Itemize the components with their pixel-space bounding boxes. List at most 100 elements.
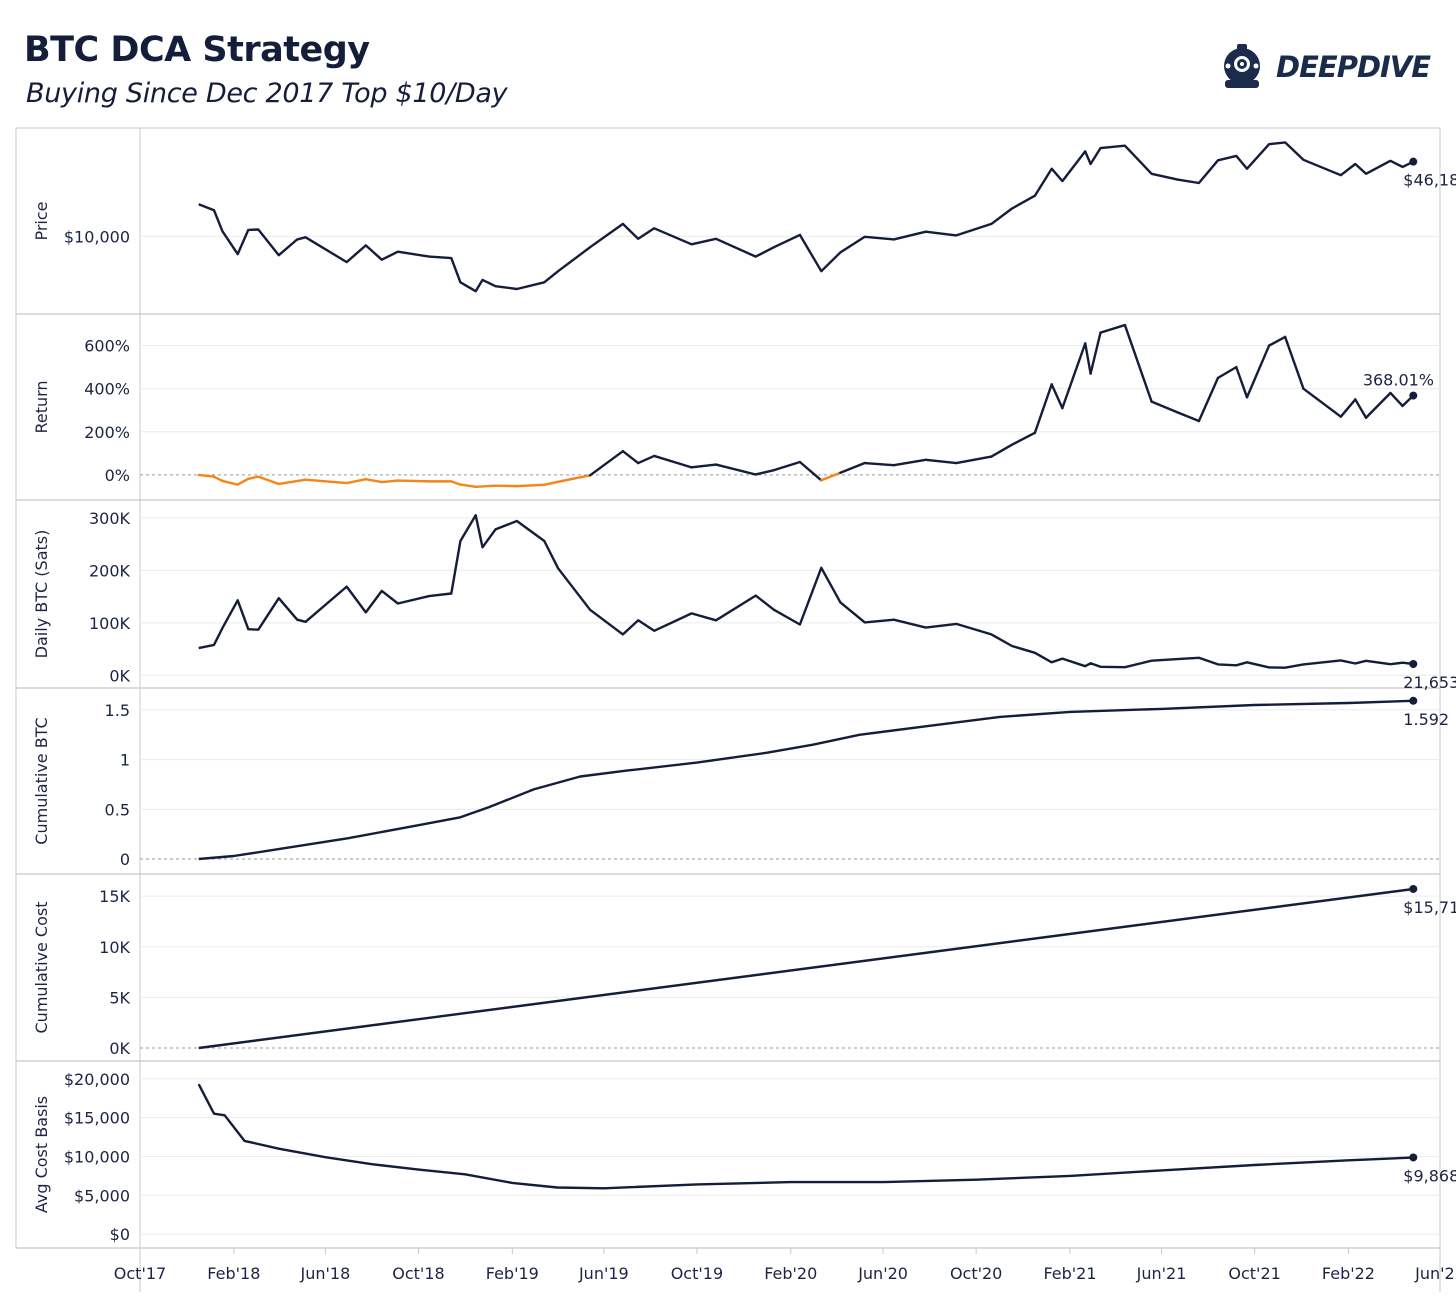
x-tick-label: Oct'19 bbox=[671, 1264, 723, 1283]
series-line-segment bbox=[257, 475, 281, 486]
series-line bbox=[198, 514, 1414, 669]
x-tick-label: Feb'19 bbox=[486, 1264, 539, 1283]
series-line-segment bbox=[247, 475, 260, 480]
x-tick-label: Jun'18 bbox=[300, 1264, 351, 1283]
series-line-segment bbox=[621, 449, 640, 465]
y-axis-title: Price bbox=[32, 201, 51, 240]
series-line-segment bbox=[1084, 342, 1092, 375]
series-line-segment bbox=[396, 479, 431, 483]
series-line-segment bbox=[1245, 344, 1271, 399]
series-line-segment bbox=[1150, 400, 1179, 414]
series-line-segment bbox=[543, 480, 560, 487]
series-line-segment bbox=[1089, 331, 1102, 375]
series-line-segment bbox=[197, 473, 216, 478]
y-tick-label: 400% bbox=[84, 380, 130, 399]
series-line-segment bbox=[1235, 365, 1249, 399]
y-tick-label: $10,000 bbox=[64, 227, 130, 246]
chart-header: BTC DCA Strategy Buying Since Dec 2017 T… bbox=[0, 0, 1456, 128]
series-line-segment bbox=[236, 477, 250, 486]
series-line-segment bbox=[556, 474, 592, 484]
series-line-segment bbox=[515, 483, 546, 488]
end-value-label: $15,710 bbox=[1403, 898, 1456, 917]
series-line-segment bbox=[955, 455, 993, 465]
x-tick-label: Oct'18 bbox=[392, 1264, 444, 1283]
y-tick-label: $5,000 bbox=[74, 1186, 130, 1205]
end-value-label: 21,653 bbox=[1403, 673, 1456, 692]
y-axis-title: Cumulative Cost bbox=[32, 902, 51, 1034]
x-tick-label: Oct'20 bbox=[950, 1264, 1002, 1283]
y-tick-label: 5K bbox=[109, 988, 130, 1007]
y-tick-label: 10K bbox=[99, 938, 130, 957]
series-line bbox=[197, 1083, 1414, 1190]
series-line-segment bbox=[459, 483, 477, 488]
x-tick-label: Feb'20 bbox=[764, 1264, 817, 1283]
x-tick-label: Oct'17 bbox=[114, 1264, 166, 1283]
series-line-segment bbox=[1302, 387, 1343, 418]
y-tick-label: 0K bbox=[109, 666, 130, 685]
series-line-segment bbox=[863, 461, 895, 467]
series-line-segment bbox=[1389, 391, 1404, 408]
series-line-segment bbox=[820, 471, 842, 482]
y-tick-label: $10,000 bbox=[64, 1147, 130, 1166]
series-line-segment bbox=[798, 460, 823, 482]
y-tick-label: 1 bbox=[120, 751, 130, 770]
y-tick-label: 300K bbox=[89, 509, 131, 528]
series-line-segment bbox=[839, 461, 866, 474]
y-tick-label: $0 bbox=[110, 1225, 130, 1244]
series-line-segment bbox=[714, 463, 757, 476]
y-axis-title: Return bbox=[32, 380, 51, 433]
diving-helmet-icon bbox=[1224, 44, 1260, 88]
series-line-segment bbox=[450, 480, 462, 486]
y-tick-label: $15,000 bbox=[64, 1109, 130, 1128]
series-line-segment bbox=[990, 443, 1014, 458]
x-tick-label: Jun'19 bbox=[578, 1264, 629, 1283]
series-line-segment bbox=[1283, 335, 1305, 390]
series-line-segment bbox=[304, 478, 348, 485]
series-line-segment bbox=[1033, 383, 1053, 435]
y-axis-title: Daily BTC (Sats) bbox=[32, 530, 51, 659]
y-tick-label: 0.5 bbox=[105, 800, 130, 819]
end-value-label: 368.01% bbox=[1363, 371, 1434, 390]
y-tick-label: 0 bbox=[120, 850, 130, 869]
series-line-segment bbox=[364, 478, 384, 484]
series-line-segment bbox=[474, 484, 497, 488]
end-point-marker bbox=[1409, 884, 1418, 893]
y-tick-label: 200% bbox=[84, 423, 130, 442]
series-line bbox=[198, 887, 1414, 1050]
brand-name: DEEPDIVE bbox=[1276, 50, 1431, 84]
y-tick-label: 0K bbox=[109, 1039, 130, 1058]
end-point-marker bbox=[1409, 157, 1418, 166]
end-point-marker bbox=[1409, 391, 1418, 400]
series-line-segment bbox=[1354, 398, 1368, 419]
series-line-segment bbox=[1197, 376, 1220, 423]
series-line bbox=[198, 699, 1414, 861]
series-line bbox=[198, 141, 1414, 293]
series-line-segment bbox=[754, 468, 776, 476]
x-tick-label: Jun'21 bbox=[1136, 1264, 1187, 1283]
series-line-segment bbox=[1123, 323, 1153, 403]
y-axis-title: Cumulative BTC bbox=[32, 717, 51, 844]
y-tick-label: 0% bbox=[105, 466, 130, 485]
y-tick-label: 100K bbox=[89, 614, 131, 633]
brand-logo: DEEPDIVE bbox=[1222, 42, 1442, 94]
series-line-segment bbox=[1050, 383, 1064, 410]
series-line-segment bbox=[1061, 342, 1087, 410]
x-tick-label: Feb'21 bbox=[1043, 1264, 1096, 1283]
series-line-segment bbox=[380, 479, 400, 484]
x-tick-label: Oct'21 bbox=[1228, 1264, 1280, 1283]
chart-subtitle: Buying Since Dec 2017 Top $10/Day bbox=[26, 78, 508, 109]
series-line-segment bbox=[924, 458, 958, 465]
end-value-label: $46,183 bbox=[1403, 171, 1456, 190]
series-line-segment bbox=[1099, 323, 1127, 334]
series-line-segment bbox=[212, 475, 224, 483]
series-line-segment bbox=[653, 454, 693, 469]
chart-title: BTC DCA Strategy bbox=[24, 30, 370, 70]
series-line-segment bbox=[892, 458, 927, 467]
series-line-segment bbox=[345, 478, 368, 485]
y-tick-label: $20,000 bbox=[64, 1070, 130, 1089]
y-tick-label: 200K bbox=[89, 561, 131, 580]
series-line-segment bbox=[1364, 391, 1392, 419]
end-value-label: $9,868 bbox=[1403, 1166, 1456, 1185]
end-point-marker bbox=[1409, 696, 1418, 705]
